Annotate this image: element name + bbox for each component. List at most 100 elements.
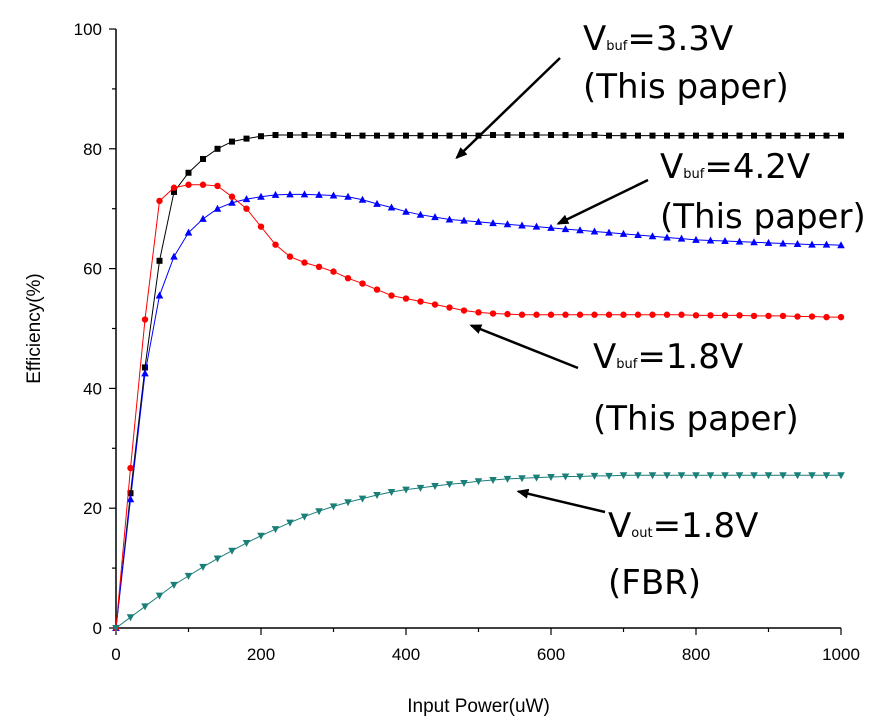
y-tick-label: 60 <box>83 260 102 279</box>
data-point <box>358 495 367 503</box>
data-point <box>750 472 758 480</box>
data-point <box>590 472 599 480</box>
data-point <box>315 263 323 271</box>
annotation-value: =1.8V <box>637 337 743 377</box>
data-point <box>822 472 831 480</box>
data-point <box>228 193 236 200</box>
data-point <box>489 477 497 485</box>
data-point <box>257 192 265 200</box>
data-point <box>562 311 569 318</box>
annotation-value: =3.3V <box>627 19 733 59</box>
data-point <box>648 232 657 240</box>
data-point <box>634 231 642 239</box>
annotation-symbol: V <box>608 506 631 546</box>
data-point <box>387 203 396 211</box>
data-point <box>141 603 149 611</box>
data-point <box>345 132 351 139</box>
data-point <box>316 132 322 139</box>
y-tick-label: 80 <box>83 140 102 159</box>
annotation-note: (FBR) <box>608 563 701 603</box>
data-point <box>635 132 641 139</box>
data-point <box>649 132 656 139</box>
annotation-label: Vout=1.8V <box>608 506 758 546</box>
data-point <box>475 309 482 316</box>
data-point <box>823 313 830 321</box>
data-point <box>808 240 816 248</box>
data-point <box>518 221 526 229</box>
annotation-1: Vbuf=4.2V (This paper) <box>556 147 866 237</box>
x-tick-label: 1000 <box>822 645 860 664</box>
data-point <box>736 132 743 139</box>
annotation-subscript: buf <box>683 167 704 182</box>
x-tick-label: 400 <box>392 645 420 664</box>
data-point <box>503 475 512 483</box>
data-point <box>779 239 787 247</box>
data-point <box>707 312 714 319</box>
y-tick-label: 40 <box>83 379 102 398</box>
data-point <box>155 592 164 600</box>
data-point <box>692 472 700 480</box>
data-point <box>373 492 381 500</box>
data-point <box>780 132 786 139</box>
data-point <box>329 191 338 199</box>
data-point <box>344 192 352 200</box>
data-point <box>504 132 511 139</box>
data-point <box>199 563 207 571</box>
data-point <box>750 312 758 320</box>
series-3 <box>112 472 845 632</box>
data-point <box>156 197 163 205</box>
data-point <box>329 503 338 511</box>
data-point <box>460 307 468 314</box>
data-point <box>155 291 164 299</box>
data-point <box>126 614 135 622</box>
data-point <box>532 474 541 482</box>
data-point <box>562 132 569 139</box>
data-point <box>591 132 598 139</box>
data-point <box>576 226 584 234</box>
annotation-label: Vbuf=1.8V <box>593 337 743 377</box>
data-point <box>606 132 612 139</box>
data-point <box>750 238 758 246</box>
data-point <box>561 473 570 481</box>
data-point <box>126 495 135 503</box>
annotation-value: =1.8V <box>653 506 759 546</box>
data-point <box>402 295 410 302</box>
data-point <box>721 472 729 480</box>
annotations-group: Vbuf=3.3V(This paper)Vbuf=4.2V(This pape… <box>455 19 866 603</box>
data-point <box>402 486 410 494</box>
data-point <box>141 316 149 323</box>
data-point <box>532 222 541 230</box>
annotation-arrow <box>455 57 561 160</box>
data-point <box>243 205 250 212</box>
data-point <box>765 132 772 139</box>
data-point <box>735 472 744 480</box>
data-point <box>678 311 685 318</box>
annotation-symbol: V <box>583 19 606 59</box>
data-point <box>721 312 729 319</box>
data-point <box>272 241 279 248</box>
data-point <box>446 132 453 139</box>
annotation-label: Vbuf=3.3V <box>583 19 733 59</box>
data-point <box>300 190 309 198</box>
data-point <box>199 181 207 188</box>
annotation-value: =4.2V <box>704 147 810 187</box>
data-point <box>431 301 439 308</box>
data-point <box>417 132 424 139</box>
data-point <box>838 132 844 139</box>
data-point <box>257 532 265 540</box>
data-point <box>474 478 483 486</box>
data-point <box>809 132 815 139</box>
data-point <box>445 481 454 489</box>
data-point <box>823 132 830 139</box>
data-point <box>301 259 308 266</box>
data-point <box>170 252 178 260</box>
data-point <box>300 513 309 521</box>
data-point <box>416 210 425 218</box>
data-point <box>590 227 599 235</box>
y-axis-title: Efficiency(%) <box>24 273 45 384</box>
annotation-arrow <box>516 488 606 514</box>
data-point <box>416 484 425 492</box>
annotation-subscript: buf <box>616 357 637 372</box>
annotation-2: Vbuf=1.8V (This paper) <box>469 324 799 439</box>
